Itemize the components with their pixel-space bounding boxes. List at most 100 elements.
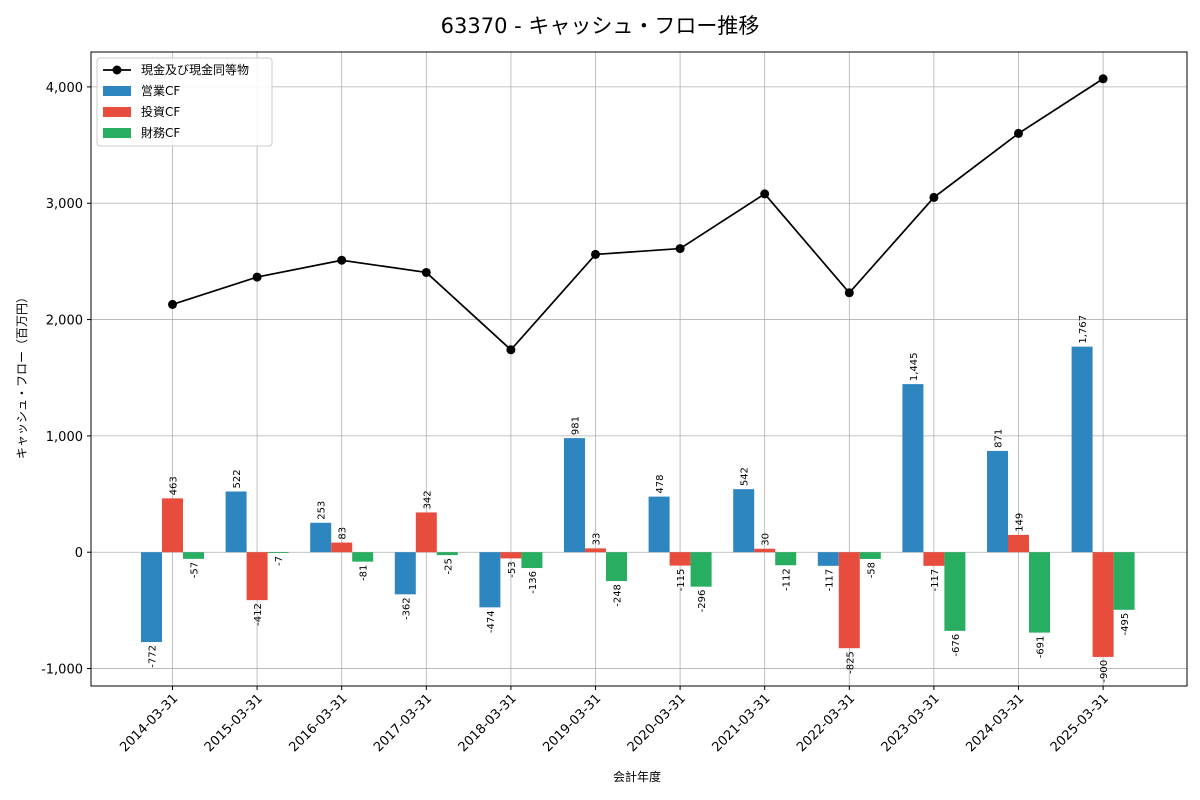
bar-財務CF-2020-03-31 — [690, 552, 712, 587]
bar-財務CF-2017-03-31 — [436, 552, 458, 556]
bar-value-label: 871 — [994, 429, 1005, 448]
bar-value-label: -495 — [1120, 613, 1131, 636]
bar-投資CF-2018-03-31 — [500, 552, 522, 559]
bar-value-label: -7 — [274, 556, 285, 566]
bar-営業CF-2016-03-31 — [310, 522, 332, 553]
bar-財務CF-2015-03-31 — [267, 552, 289, 554]
legend-label-財務CF: 財務CF — [141, 125, 180, 140]
chart-title: 63370 - キャッシュ・フロー推移 — [441, 14, 760, 38]
cash-line-point-2023-03-31 — [929, 192, 939, 202]
bar-value-label: -115 — [676, 569, 687, 592]
bar-value-label: -117 — [930, 569, 941, 592]
bar-財務CF-2021-03-31 — [775, 552, 797, 566]
bar-財務CF-2024-03-31 — [1029, 552, 1050, 633]
bar-value-labels: -772 522 253 -362 -474 981 478 542 -117 1,445 871 1… — [148, 315, 1132, 683]
bar-投資CF-2021-03-31 — [754, 548, 776, 553]
bar-営業CF-2022-03-31 — [817, 552, 839, 566]
bar-value-label: -676 — [951, 634, 962, 657]
y-axis-label: キャッシュ・フロー（百万円） — [15, 291, 29, 459]
x-tick-label: 2021-03-31 — [709, 691, 773, 755]
x-tick-label: 2020-03-31 — [625, 691, 689, 755]
bar-財務CF-2016-03-31 — [352, 552, 374, 562]
bar-営業CF-2019-03-31 — [564, 438, 585, 553]
bar-投資CF-2019-03-31 — [585, 548, 606, 553]
legend-box — [96, 57, 273, 147]
bar-財務CF-2018-03-31 — [521, 552, 543, 569]
bar-value-label: 981 — [571, 416, 582, 435]
bar-投資CF-2023-03-31 — [923, 552, 945, 566]
bar-営業CF-2014-03-31 — [141, 552, 162, 643]
bar-投資CF-2015-03-31 — [246, 552, 268, 601]
bar-value-label: -412 — [253, 603, 264, 626]
cash-line-point-2016-03-31 — [337, 255, 347, 265]
cash-line — [168, 74, 1108, 355]
bar-value-label: -136 — [528, 571, 539, 594]
bar-value-label: -53 — [507, 561, 518, 577]
y-tick-label: 4,000 — [46, 81, 83, 96]
cash-line-point-2019-03-31 — [591, 249, 600, 259]
cash-line-point-2018-03-31 — [506, 345, 516, 355]
cash-line-path — [172, 78, 1104, 352]
x-tick-label: 2014-03-31 — [117, 691, 181, 755]
bar-value-label: -117 — [824, 569, 835, 592]
bar-value-label: -25 — [443, 558, 454, 574]
bar-投資CF-2017-03-31 — [415, 512, 437, 553]
bar-value-label: -474 — [486, 610, 497, 633]
x-axis-ticks: 2014-03-31 2015-03-31 2016-03-31 2017-03-31… — [117, 686, 1112, 755]
bar-営業CF-2020-03-31 — [648, 496, 670, 553]
legend-label-cash: 現金及び現金同等物 — [141, 62, 249, 77]
bar-value-label: -296 — [697, 590, 708, 613]
bar-value-label: -900 — [1099, 660, 1110, 683]
bar-投資CF-2014-03-31 — [162, 498, 183, 553]
bar-value-label: 522 — [232, 469, 243, 488]
bar-value-label: -112 — [782, 568, 793, 591]
cash-line-point-2025-03-31 — [1098, 74, 1108, 84]
bar-財務CF-2014-03-31 — [183, 552, 204, 559]
bars — [141, 346, 1135, 657]
bar-value-label: -81 — [359, 565, 370, 581]
x-tick-label: 2015-03-31 — [202, 691, 266, 755]
cash-line-point-2017-03-31 — [421, 267, 431, 277]
grid-lines — [91, 52, 1187, 686]
bar-value-label: 342 — [422, 490, 433, 509]
bar-value-label: -825 — [845, 651, 856, 674]
bar-value-label: 1,767 — [1078, 315, 1089, 344]
y-tick-label: 2,000 — [46, 314, 83, 329]
cash-line-point-2014-03-31 — [168, 299, 177, 309]
bar-value-label: 542 — [740, 467, 751, 486]
legend-swatch-営業CF — [103, 86, 131, 96]
legend-swatch-投資CF — [103, 107, 131, 117]
bar-value-label: -248 — [613, 584, 624, 607]
x-tick-label: 2023-03-31 — [879, 691, 943, 755]
bar-value-label: -362 — [401, 597, 412, 620]
cash-line-point-2021-03-31 — [760, 189, 770, 199]
bar-営業CF-2025-03-31 — [1071, 346, 1093, 553]
x-tick-label: 2025-03-31 — [1048, 691, 1112, 755]
legend-swatch-財務CF — [103, 128, 131, 138]
bar-value-label: 149 — [1015, 513, 1026, 532]
bar-営業CF-2023-03-31 — [902, 384, 924, 553]
legend-line-marker — [112, 65, 122, 75]
bar-投資CF-2016-03-31 — [331, 542, 353, 553]
plot-frame — [90, 51, 1188, 687]
bar-value-label: 478 — [655, 475, 666, 494]
bar-value-label: 463 — [169, 476, 180, 495]
x-tick-label: 2016-03-31 — [286, 691, 350, 755]
y-tick-label: -1,000 — [41, 663, 83, 678]
bar-value-label: 33 — [592, 533, 603, 546]
bar-投資CF-2020-03-31 — [669, 552, 691, 566]
bar-投資CF-2024-03-31 — [1008, 534, 1029, 553]
bar-value-label: -57 — [190, 562, 201, 578]
cash-line-point-2024-03-31 — [1014, 128, 1023, 138]
bar-営業CF-2021-03-31 — [733, 489, 755, 553]
bar-投資CF-2022-03-31 — [838, 552, 860, 649]
x-axis-label: 会計年度 — [613, 769, 661, 784]
bar-営業CF-2024-03-31 — [987, 450, 1008, 553]
x-tick-label: 2022-03-31 — [794, 691, 858, 755]
bar-value-label: 30 — [761, 533, 772, 546]
cash-line-point-2022-03-31 — [844, 288, 854, 298]
bar-投資CF-2025-03-31 — [1092, 552, 1114, 657]
bar-営業CF-2017-03-31 — [394, 552, 416, 595]
bar-value-label: -691 — [1036, 636, 1047, 659]
